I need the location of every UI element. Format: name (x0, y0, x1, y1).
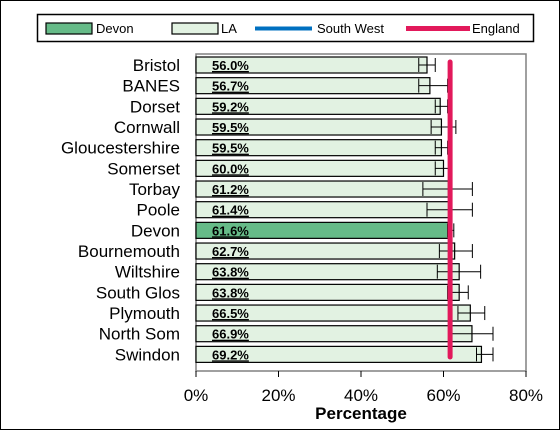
category-label-dorset: Dorset (130, 97, 180, 116)
category-label-bristol: Bristol (133, 56, 180, 75)
category-label-gloucestershire: Gloucestershire (61, 139, 180, 158)
bars (195, 56, 483, 363)
legend-item-la: LA (171, 21, 237, 36)
x-axis-title: Percentage (315, 404, 407, 423)
legend-item-devon: Devon (45, 21, 134, 36)
category-label-poole: Poole (137, 201, 180, 220)
category-label-swindon: Swindon (115, 345, 180, 364)
x-tick-label-0: 0% (184, 386, 209, 405)
category-label-devon: Devon (131, 221, 180, 240)
category-label-wiltshire: Wiltshire (115, 263, 180, 282)
x-axis: 0% 20% 40% 60% 80% (184, 371, 543, 405)
value-label-north-som: 66.9% (212, 327, 249, 342)
value-labels: 56.0% 56.7% 59.2% 59.5% 59.5% 60.0% 61.2% 61.4%… (212, 58, 249, 362)
x-tick-label-20: 20% (261, 386, 295, 405)
category-label-north-som: North Som (99, 325, 180, 344)
value-label-bournemouth: 62.7% (212, 244, 249, 259)
value-label-bristol: 56.0% (212, 58, 249, 73)
x-tick-label-60: 60% (426, 386, 460, 405)
legend-swatch-devon (45, 22, 93, 35)
value-label-poole: 61.4% (212, 203, 249, 218)
value-label-dorset: 59.2% (212, 99, 249, 114)
legend-swatch-la (171, 22, 219, 35)
legend-label-england: England (472, 21, 520, 36)
value-label-south-glos: 63.8% (212, 285, 249, 300)
legend-label-la: LA (221, 21, 237, 36)
category-label-banes: BANES (122, 77, 180, 96)
value-label-wiltshire: 63.8% (212, 265, 249, 280)
x-tick-label-40: 40% (344, 386, 378, 405)
value-label-plymouth: 66.5% (212, 306, 249, 321)
error-bar-wiltshire (436, 264, 482, 279)
error-bars (418, 58, 494, 362)
value-label-gloucestershire: 59.5% (212, 141, 249, 156)
error-bar-swindon (476, 347, 494, 362)
category-label-cornwall: Cornwall (114, 118, 180, 137)
category-label-somerset: Somerset (107, 159, 180, 178)
legend-label-devon: Devon (96, 21, 134, 36)
category-label-torbay: Torbay (129, 180, 181, 199)
value-label-devon: 61.6% (212, 223, 249, 238)
legend: Devon LA South West England (36, 13, 535, 43)
error-bar-bristol (418, 58, 436, 72)
value-label-somerset: 60.0% (212, 161, 249, 176)
category-label-plymouth: Plymouth (109, 304, 180, 323)
error-bar-bournemouth (438, 244, 473, 259)
category-label-bournemouth: Bournemouth (78, 242, 180, 261)
legend-label-south-west: South West (317, 21, 384, 36)
error-bar-plymouth (457, 306, 486, 321)
value-label-torbay: 61.2% (212, 182, 249, 197)
x-tick-label-80: 80% (509, 386, 543, 405)
legend-item-england: England (406, 21, 520, 36)
value-label-swindon: 69.2% (212, 347, 249, 362)
value-label-cornwall: 59.5% (212, 120, 249, 135)
category-label-south-glos: South Glos (96, 283, 180, 302)
value-label-banes: 56.7% (212, 79, 249, 94)
legend-item-south-west: South West (255, 21, 384, 36)
